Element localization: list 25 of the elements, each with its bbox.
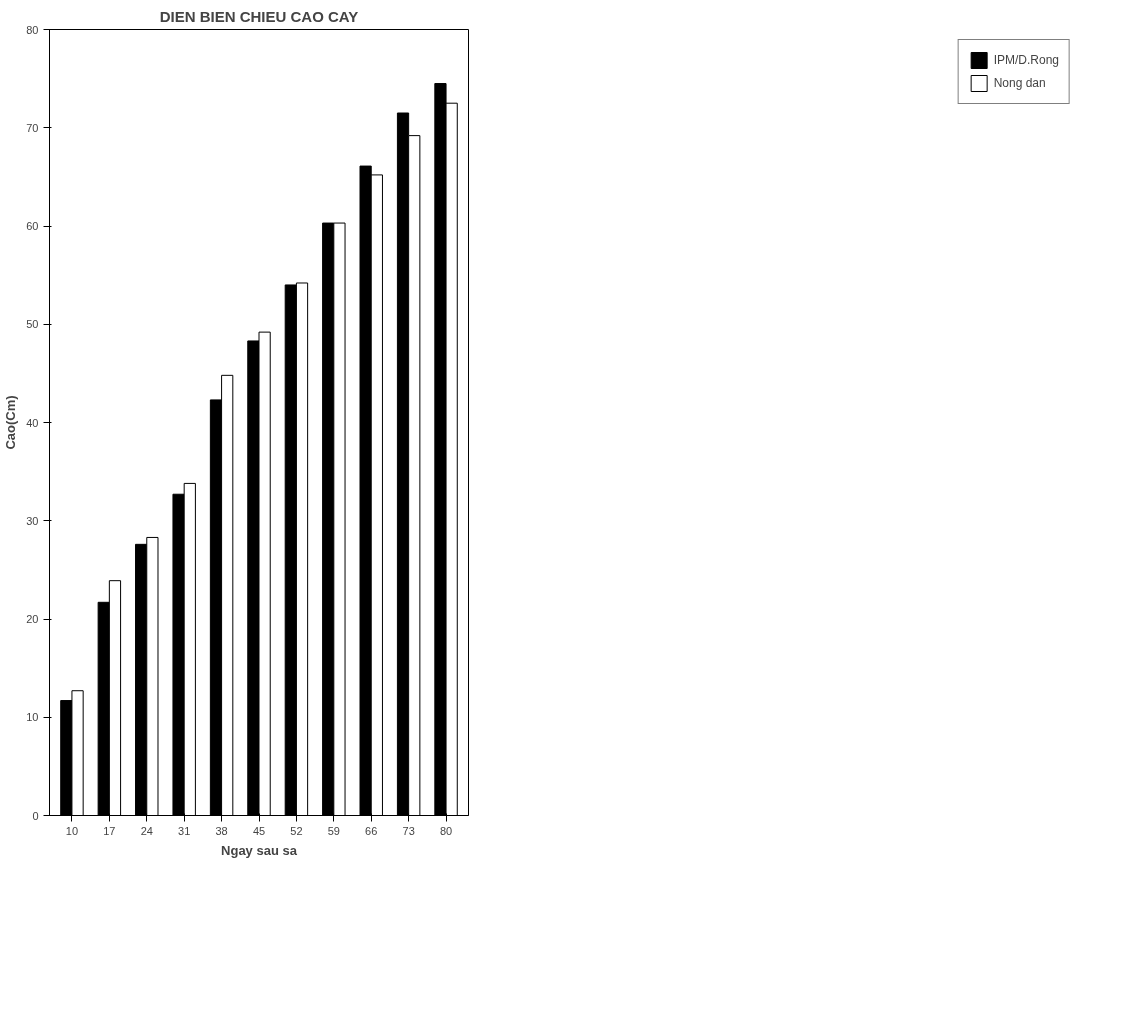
chart-title: DIEN BIEN CHIEU CAO CAY	[159, 7, 359, 25]
y-tick-label: 40	[26, 416, 39, 429]
y-tick-label: 10	[26, 711, 39, 724]
x-tick-label: 80	[439, 824, 453, 837]
y-tick-label: 20	[26, 613, 39, 625]
x-tick-label: 59	[327, 824, 340, 837]
y-tick-label: 60	[26, 220, 39, 232]
legend-label: Nong dan	[993, 76, 1046, 90]
y-tick-label: 30	[26, 514, 39, 527]
x-tick-label: 24	[140, 824, 153, 837]
x-tick-label: 10	[65, 824, 79, 837]
y-tick-label: 50	[26, 318, 39, 331]
x-axis-title: Ngay sau sa	[221, 842, 298, 858]
x-tick-label: 66	[365, 824, 378, 837]
x-tick-label: 17	[103, 824, 116, 837]
y-axis-title: Cao(Cm)	[3, 395, 19, 450]
y-tick-label: 80	[26, 23, 39, 36]
x-tick-label: 31	[178, 824, 191, 837]
legend-label: IPM/D.Rong	[993, 53, 1059, 67]
x-tick-label: 45	[252, 824, 266, 837]
y-tick-label: 70	[26, 121, 39, 134]
x-tick-label: 52	[290, 824, 303, 837]
y-tick-label: 0	[32, 809, 39, 822]
x-tick-label: 73	[402, 824, 415, 837]
x-tick-label: 38	[215, 824, 228, 837]
